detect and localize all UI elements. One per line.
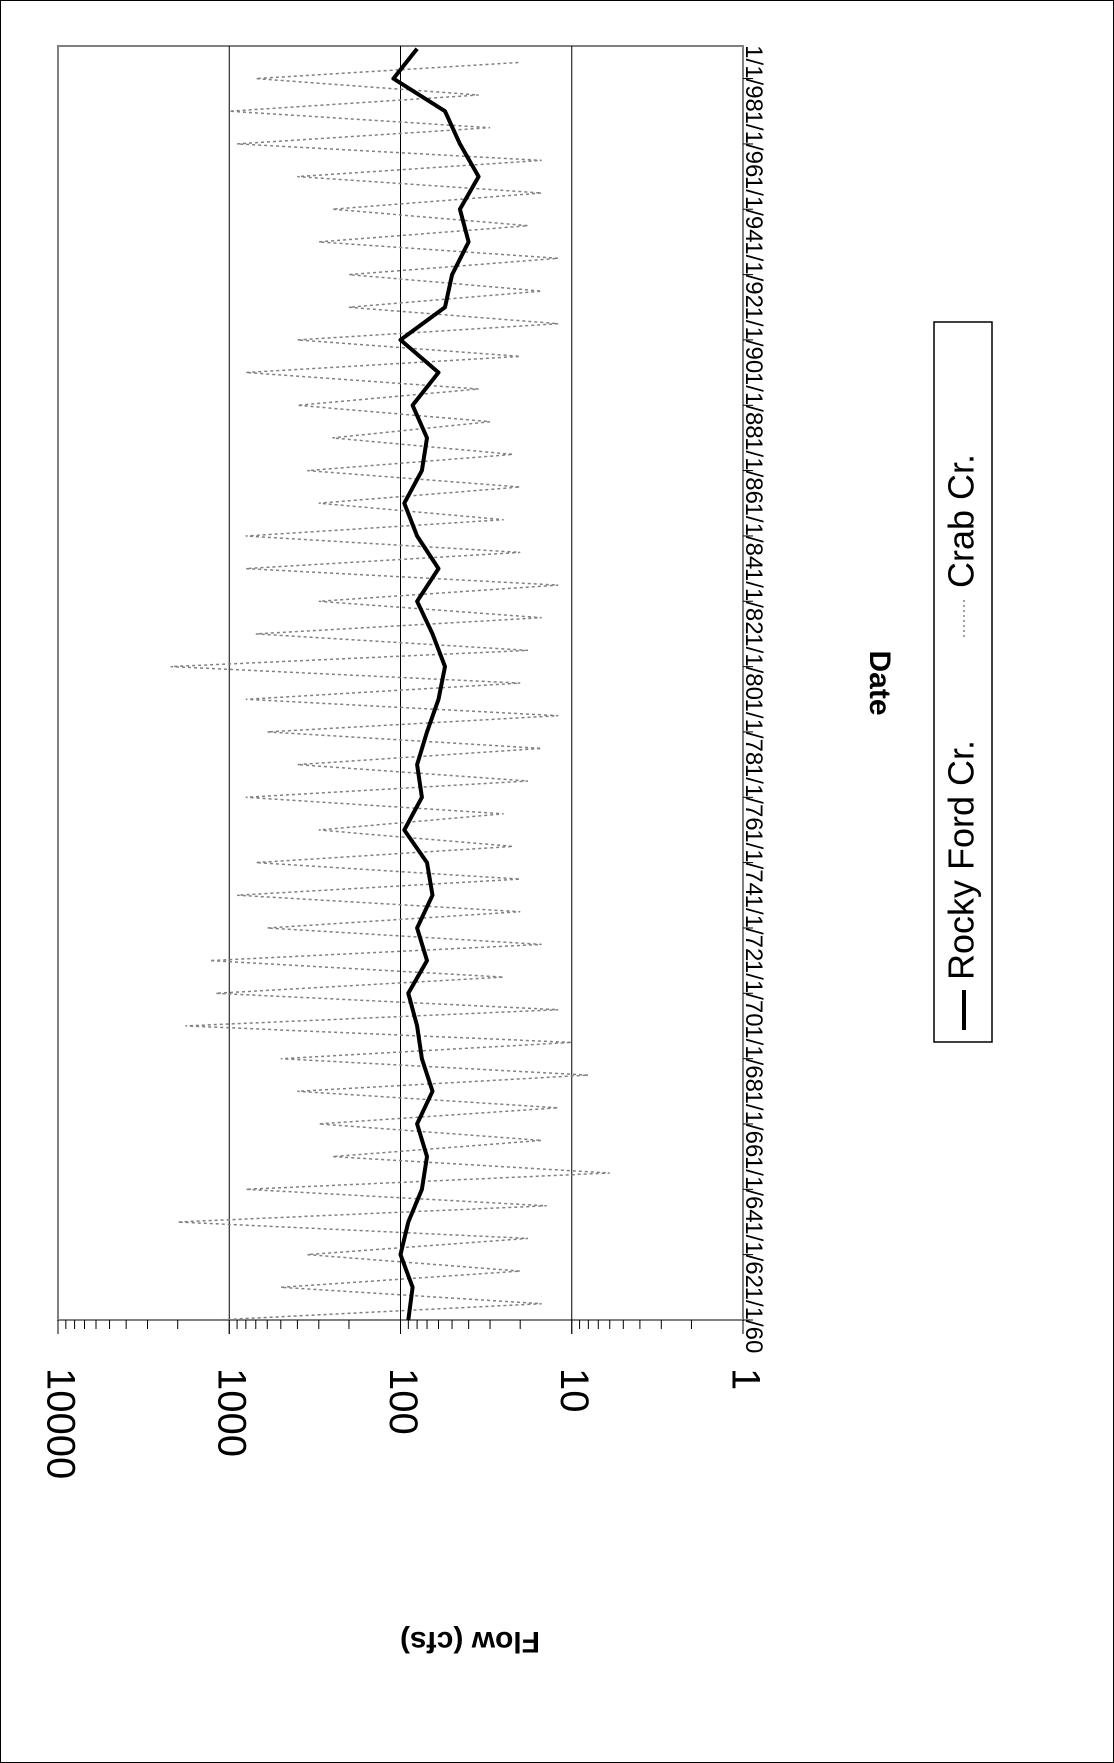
x-tick-label: 1/1/98 [740, 45, 767, 112]
x-tick-label: 1/1/94 [740, 176, 767, 243]
x-tick-label: 1/1/78 [740, 699, 767, 766]
x-tick-label: 1/1/76 [740, 764, 767, 831]
y-axis-title: Flow (cfs) [400, 1625, 540, 1658]
legend: Rocky Ford Cr. Crab Cr. [933, 321, 993, 1043]
legend-label-crab: Crab Cr. [941, 454, 982, 588]
y-tick-label: 10 [552, 1368, 596, 1413]
y-tick-label: 1 [723, 1368, 767, 1390]
legend-box [933, 321, 993, 1043]
x-tick-label: 1/1/96 [740, 111, 767, 178]
y-axis-minor-ticks [57, 1320, 744, 1334]
x-tick-label: 1/1/68 [740, 1025, 767, 1092]
x-tick-label: 1/1/84 [740, 503, 767, 570]
legend-label-rocky-ford: Rocky Ford Cr. [941, 740, 982, 980]
x-axis-ticks: 1/1/601/1/621/1/641/1/661/1/681/1/701/1/… [740, 45, 767, 1353]
x-tick-label: 1/1/82 [740, 568, 767, 635]
series-crab-line [170, 61, 610, 1321]
x-tick-label: 1/1/80 [740, 633, 767, 700]
x-tick-label: 1/1/86 [740, 437, 767, 504]
series-layer [170, 47, 610, 1321]
gridlines [228, 46, 573, 1320]
x-tick-label: 1/1/60 [740, 1287, 767, 1354]
y-tick-label: 1000 [210, 1368, 254, 1457]
x-tick-label: 1/1/62 [740, 1221, 767, 1288]
x-tick-label: 1/1/74 [740, 829, 767, 896]
series-rocky-ford-line [391, 47, 481, 1321]
x-tick-label: 1/1/90 [740, 307, 767, 374]
x-tick-label: 1/1/92 [740, 241, 767, 308]
x-tick-label: 1/1/64 [740, 1156, 767, 1223]
x-tick-label: 1/1/66 [740, 1091, 767, 1158]
y-tick-label: 100 [381, 1368, 425, 1435]
x-tick-label: 1/1/70 [740, 960, 767, 1027]
x-tick-label: 1/1/88 [740, 372, 767, 439]
y-tick-label: 10000 [38, 1368, 82, 1479]
y-axis-ticks: 1 10 100 1000 10000 [38, 1368, 767, 1479]
x-axis-title: Date [863, 650, 896, 715]
x-tick-label: 1/1/72 [740, 895, 767, 962]
